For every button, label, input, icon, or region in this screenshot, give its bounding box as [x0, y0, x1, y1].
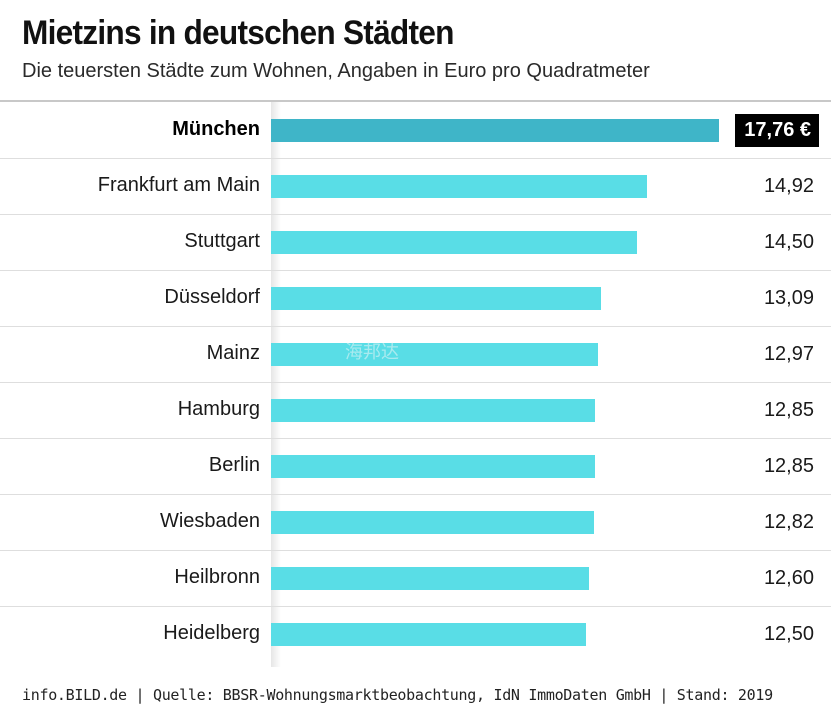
bar — [271, 511, 594, 534]
category-label: Wiesbaden — [159, 510, 260, 532]
row-separator — [0, 606, 831, 607]
row-separator — [0, 326, 831, 327]
chart-title: Mietzins in deutschen Städten — [22, 14, 454, 52]
value-label: 12,85 — [763, 399, 814, 421]
bar — [271, 623, 586, 646]
bar — [271, 175, 647, 198]
highlight-value-label: 17,76 € — [735, 114, 819, 147]
value-label: 12,85 — [763, 455, 814, 477]
source-footer: info.BILD.de | Quelle: BBSR-Wohnungsmark… — [22, 686, 773, 704]
category-label: Düsseldorf — [164, 286, 260, 308]
bar — [271, 119, 719, 142]
bar — [271, 231, 637, 254]
category-label: Heilbronn — [174, 566, 260, 588]
row-separator — [0, 214, 831, 215]
category-label: Mainz — [206, 342, 260, 364]
category-label: Frankfurt am Main — [97, 174, 260, 196]
category-label: Hamburg — [177, 398, 260, 420]
chart-subtitle: Die teuersten Städte zum Wohnen, Angaben… — [22, 60, 650, 82]
value-label: 12,82 — [763, 511, 814, 533]
bar — [271, 567, 589, 590]
top-rule — [0, 100, 831, 102]
axis-band — [271, 102, 281, 667]
value-label: 14,50 — [763, 231, 814, 253]
row-separator — [0, 382, 831, 383]
value-label: 14,92 — [763, 175, 814, 197]
value-label: 12,50 — [763, 623, 814, 645]
bar — [271, 343, 598, 366]
bar — [271, 399, 595, 422]
row-separator — [0, 550, 831, 551]
category-label: Berlin — [208, 454, 260, 476]
row-separator — [0, 270, 831, 271]
bar — [271, 287, 601, 310]
category-label: Stuttgart — [184, 230, 260, 252]
category-label: Heidelberg — [163, 622, 260, 644]
category-label: München — [172, 118, 260, 140]
row-separator — [0, 158, 831, 159]
row-separator — [0, 494, 831, 495]
value-label: 13,09 — [763, 287, 814, 309]
value-label: 12,97 — [763, 343, 814, 365]
watermark: 海邦达 — [345, 342, 399, 362]
bar — [271, 455, 595, 478]
value-label: 12,60 — [763, 567, 814, 589]
row-separator — [0, 438, 831, 439]
